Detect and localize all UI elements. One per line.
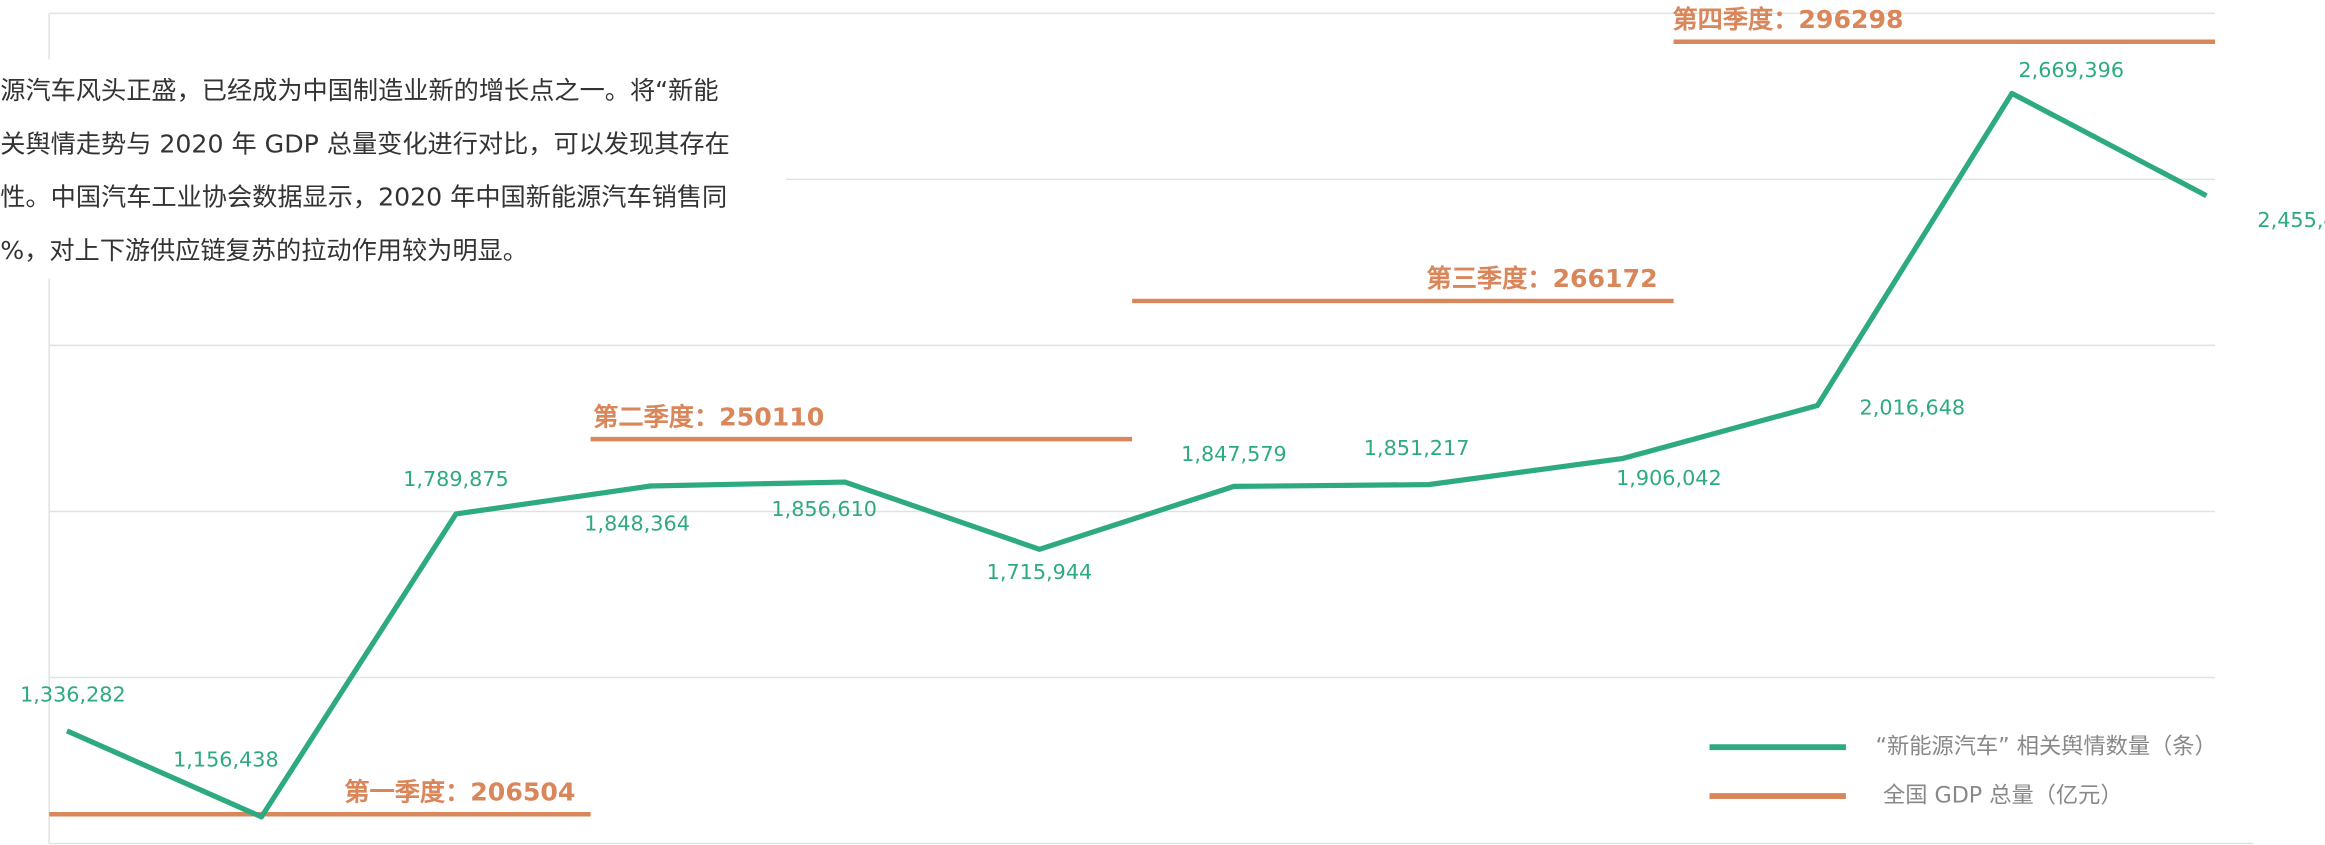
value-label: 1,715,944	[987, 560, 1093, 584]
gdp-label: 第一季度：206504	[344, 777, 575, 806]
value-label: 1,847,579	[1181, 442, 1287, 466]
series-line	[65, 90, 2208, 820]
legend-label: “新能源汽车” 相关舆情数量（条）	[1876, 734, 2217, 760]
value-label: 2,016,648	[1860, 395, 1966, 419]
value-label: 1,336,282	[20, 682, 126, 706]
value-label: 1,856,610	[771, 497, 877, 521]
value-label: 2,669,396	[2018, 58, 2124, 82]
gdp-label: 第四季度：296298	[1672, 5, 1903, 34]
value-label: 1,848,364	[584, 512, 690, 536]
paragraph-background	[0, 59, 786, 279]
paragraph-line: %，对上下游供应链复苏的拉动作用较为明显。	[0, 236, 528, 265]
paragraph-line: 关舆情走势与 2020 年 GDP 总量变化进行对比，可以发现其存在	[0, 129, 730, 158]
gdp-label: 第二季度：250110	[593, 402, 824, 431]
gdp-label: 第三季度：266172	[1427, 264, 1658, 293]
paragraph-line: 性。中国汽车工业协会数据显示，2020 年中国新能源汽车销售同	[0, 183, 727, 212]
value-label: 1,851,217	[1364, 436, 1470, 460]
paragraph-line: 源汽车风头正盛，已经成为中国制造业新的增长点之一。将“新能	[0, 76, 718, 105]
value-label: 2,455,493	[2257, 208, 2325, 232]
legend-label: 全国 GDP 总量（亿元）	[1883, 783, 2123, 809]
value-label: 1,156,438	[173, 748, 279, 772]
value-label: 1,906,042	[1616, 466, 1722, 490]
value-label: 1,789,875	[403, 467, 509, 491]
